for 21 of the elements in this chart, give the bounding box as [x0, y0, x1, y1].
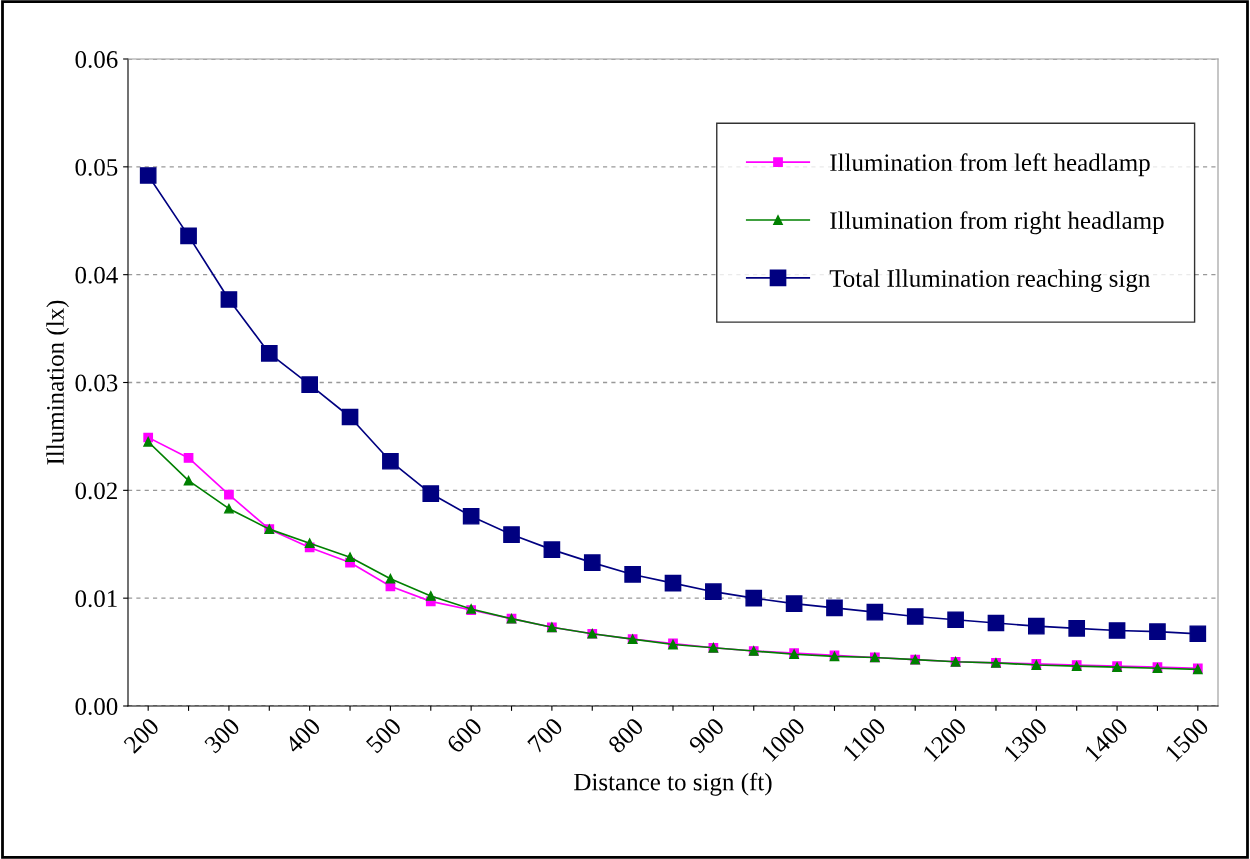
- y-tick-label: 0.03: [75, 374, 118, 392]
- y-tick-label: 0.01: [75, 590, 117, 608]
- legend-label: Illumination from right headlamp: [830, 211, 1164, 235]
- x-tick-label: 800: [607, 716, 645, 755]
- y-tick-label: 0.06: [75, 51, 118, 69]
- x-tick-label: 400: [284, 716, 322, 755]
- x-tick-label: 300: [203, 716, 241, 754]
- x-tick-label: 900: [687, 716, 726, 755]
- x-axis-title: Distance to sign (ft): [574, 772, 772, 796]
- x-tick-label: 200: [122, 716, 160, 754]
- y-tick-label: 0.00: [75, 698, 118, 716]
- legend-label: Illumination from left headlamp: [830, 153, 1150, 177]
- x-tick-label: 700: [527, 716, 564, 754]
- y-axis-title: Illumination (lx): [46, 300, 69, 465]
- y-tick-label: 0.04: [75, 266, 118, 284]
- y-tick-label: 0.05: [75, 158, 118, 176]
- y-tick-label: 0.02: [75, 482, 117, 500]
- legend-label: Total Illumination reaching sign: [829, 269, 1150, 293]
- x-tick-label: 500: [365, 716, 403, 754]
- x-tick-label: 1100: [842, 716, 887, 762]
- x-tick-label: 600: [445, 716, 483, 754]
